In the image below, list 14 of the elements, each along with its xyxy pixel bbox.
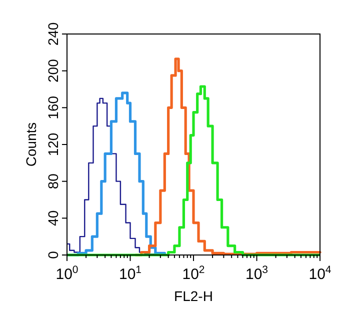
y-tick-label: 120	[45, 132, 61, 156]
x-tick-label: 10$^{3}$	[245, 264, 268, 283]
x-tick-label: 10$^{4}$	[308, 264, 332, 283]
y-tick-label: 40	[45, 210, 61, 226]
x-axis-title: FL2-H	[174, 288, 213, 304]
y-axis-title: Counts	[23, 122, 39, 167]
y-tick-label: 0	[45, 250, 61, 259]
x-tick-label: 10$^{2}$	[182, 264, 205, 283]
y-tick-label: 80	[45, 173, 61, 190]
x-tick-label: 10$^{0}$	[56, 264, 78, 283]
x-tick-label: 10$^{1}$	[118, 264, 142, 283]
y-tick-label: 200	[45, 58, 61, 83]
y-tick-label: 160	[45, 96, 61, 120]
y-tick-label: 240	[45, 22, 61, 46]
